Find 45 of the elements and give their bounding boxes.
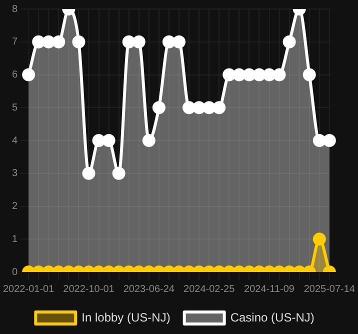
point (172, 35, 186, 48)
y-tick-label: 7 (12, 36, 18, 48)
y-tick-label: 1 (12, 234, 18, 245)
point (242, 68, 256, 82)
point (32, 35, 46, 48)
x-tick-label: 2024-02-25 (184, 284, 236, 295)
point (52, 35, 66, 48)
point (112, 166, 126, 180)
point (312, 134, 326, 147)
point (132, 35, 146, 48)
point (162, 35, 176, 48)
point (192, 101, 206, 114)
legend-label: Casino (US-NJ) (230, 310, 314, 324)
x-tick-label: 2022-01-01 (3, 284, 55, 295)
point (82, 166, 96, 180)
point (272, 68, 286, 82)
point (122, 35, 136, 48)
y-tick-label: 3 (12, 168, 18, 180)
y-tick-label: 0 (12, 266, 18, 278)
point (232, 68, 246, 82)
point (152, 101, 166, 114)
x-tick-label: 2022-10-01 (63, 284, 115, 295)
y-tick-label: 5 (12, 102, 18, 114)
point (42, 35, 56, 48)
point (142, 134, 156, 147)
y-tick-label: 2 (12, 201, 18, 212)
point (92, 134, 106, 147)
point (212, 101, 226, 114)
legend-label: In lobby (US-NJ) (82, 310, 170, 324)
x-tick-label: 2025-07-14 (304, 284, 356, 295)
y-tick-label: 8 (12, 4, 18, 15)
point (72, 35, 86, 48)
point (102, 134, 116, 147)
point (262, 68, 276, 82)
point (222, 68, 236, 82)
point (302, 68, 316, 82)
point (322, 134, 336, 147)
x-tick-label: 2023-06-24 (123, 284, 175, 295)
point (182, 101, 196, 114)
x-tick-label: 2024-11-09 (244, 284, 295, 295)
point (252, 68, 266, 82)
point (282, 35, 296, 48)
y-tick-label: 6 (12, 70, 18, 80)
y-tick-label: 4 (12, 135, 18, 146)
point (202, 101, 216, 114)
